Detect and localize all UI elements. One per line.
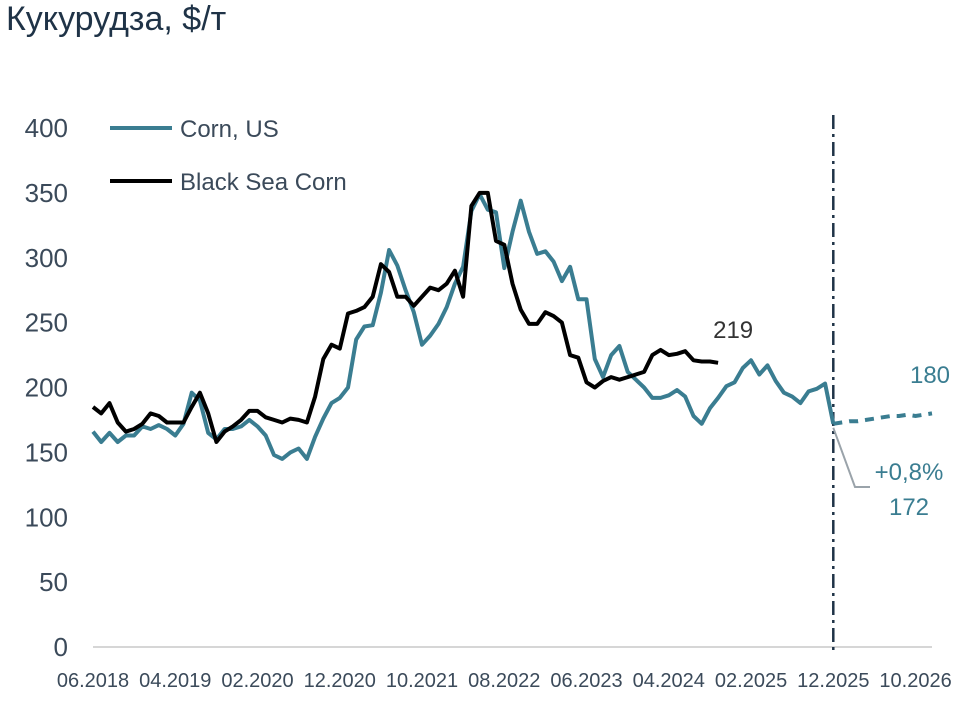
annotation-forecast-end-value: 180	[910, 362, 950, 389]
y-tick-label: 150	[25, 437, 68, 467]
y-tick-label: 100	[25, 502, 68, 532]
series-line-corn-us-forecast	[832, 411, 933, 426]
x-tick-label: 10.2026	[879, 670, 951, 692]
y-tick-label: 50	[39, 567, 68, 597]
x-tick-label: 10.2021	[386, 670, 458, 692]
y-tick-label: 200	[25, 373, 68, 403]
x-tick-label: 06.2018	[57, 670, 129, 692]
y-tick-label: 350	[25, 178, 68, 208]
x-tick-label: 02.2025	[715, 670, 787, 692]
y-tick-label: 0	[54, 632, 68, 662]
x-tick-label: 12.2020	[304, 670, 376, 692]
legend-label-black-sea-corn: Black Sea Corn	[180, 169, 347, 196]
x-tick-label: 04.2024	[633, 670, 705, 692]
annotation-forecast-change: +0,8%	[875, 459, 944, 486]
y-tick-label: 300	[25, 243, 68, 273]
y-axis-ticks: 0 50 100 150 200 250 300 350 400	[25, 113, 68, 662]
legend-label-corn-us: Corn, US	[180, 116, 279, 143]
x-axis-ticks: 06.2018 04.2019 02.2020 12.2020 10.2021 08.20…	[57, 670, 952, 692]
series-line-black-sea-corn	[91, 190, 719, 444]
annotation-leader-line	[832, 427, 870, 488]
x-tick-label: 08.2022	[468, 670, 540, 692]
y-tick-label: 250	[25, 308, 68, 338]
annotation-black-sea-last-value: 219	[713, 317, 753, 344]
x-tick-label: 12.2025	[797, 670, 869, 692]
x-tick-label: 04.2019	[139, 670, 211, 692]
legend: Corn, US Black Sea Corn	[110, 116, 347, 196]
x-tick-label: 02.2020	[221, 670, 293, 692]
y-tick-label: 400	[25, 113, 68, 143]
x-tick-label: 06.2023	[550, 670, 622, 692]
chart-title: Кукурудза, $/т	[6, 0, 227, 38]
annotation-forecast-start-value: 172	[889, 494, 929, 521]
